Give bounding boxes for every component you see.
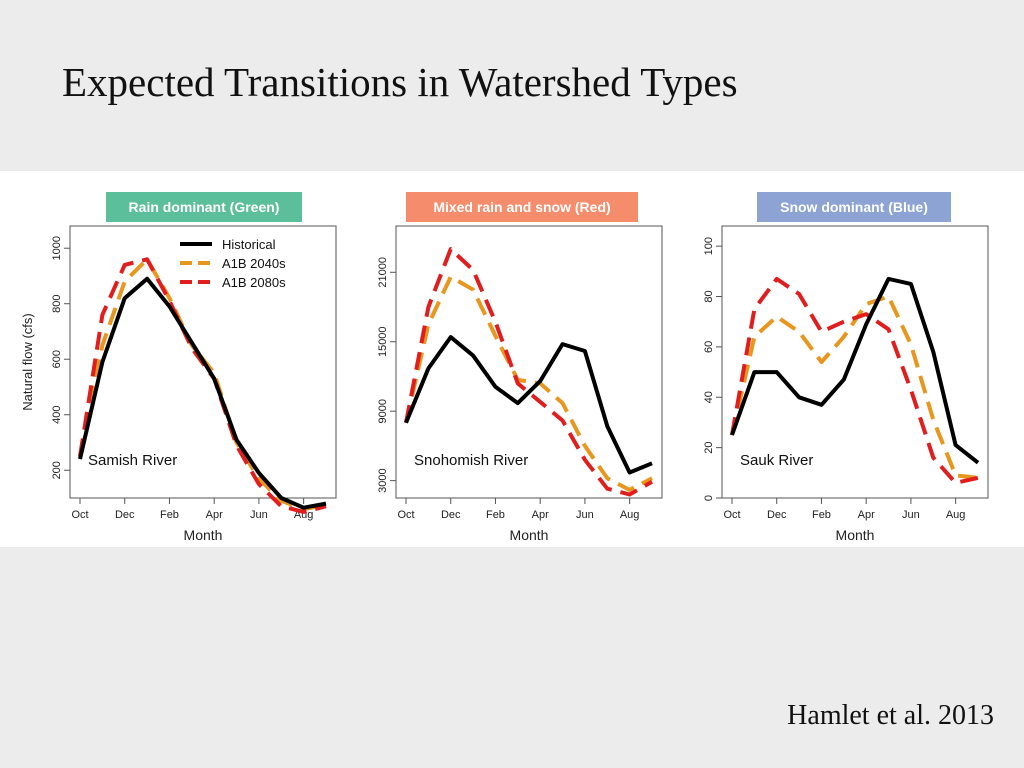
- x-tick-label: Apr: [858, 509, 875, 521]
- y-tick-label: 100: [703, 237, 715, 255]
- chart-title-badge: [406, 192, 638, 222]
- x-axis-label: Month: [836, 527, 875, 543]
- x-tick-label: Feb: [486, 509, 505, 521]
- x-axis-label: Month: [510, 527, 549, 543]
- x-tick-label: Jun: [576, 509, 594, 521]
- y-tick-label: 20: [703, 442, 715, 454]
- figure-panel: Rain dominant (Green) 200 400 600 800 1000 Oct…: [0, 171, 1024, 547]
- x-tick-label: Feb: [160, 509, 179, 521]
- y-tick-label: 40: [703, 391, 715, 403]
- y-tick-label: 21000: [377, 257, 389, 288]
- series-line-a1b-2080s: [78, 257, 327, 514]
- x-tick-label: Oct: [723, 509, 740, 521]
- legend-label: A1B 2040s: [222, 256, 286, 271]
- x-tick-label: Aug: [946, 509, 966, 521]
- river-label: Sauk River: [740, 452, 813, 469]
- x-tick-label: Dec: [441, 509, 461, 521]
- x-tick-label: Aug: [620, 509, 640, 521]
- chart-1: Rain dominant (Green) 200 400 600 800 1000 Oct…: [20, 192, 337, 543]
- series-line-historical: [730, 276, 980, 465]
- slide-title: Expected Transitions in Watershed Types: [62, 59, 738, 105]
- chart-title: Snow dominant (Blue): [780, 199, 928, 215]
- charts-svg: Rain dominant (Green)2004006008001000Oct…: [20, 192, 989, 543]
- plot-frame: [721, 225, 989, 499]
- series-line-a1b-2040s: [730, 294, 979, 480]
- y-tick-label: 0: [703, 495, 715, 501]
- plot-frame: [395, 225, 663, 499]
- x-tick-label: Oct: [71, 509, 88, 521]
- y-tick-label: 200: [51, 461, 63, 479]
- chart-title-badge: [757, 192, 951, 222]
- y-tick-label: 9000: [377, 399, 389, 423]
- x-tick-label: Apr: [206, 509, 223, 521]
- series-line-historical: [78, 276, 327, 510]
- legend-label: Historical: [222, 237, 276, 252]
- series-line-a1b-2080s: [730, 276, 979, 485]
- y-tick-label: 3000: [377, 468, 389, 492]
- x-tick-label: Oct: [397, 509, 414, 521]
- plot-frame: [69, 225, 337, 499]
- chart-title: Mixed rain and snow (Red): [433, 199, 610, 215]
- river-label: Snohomish River: [414, 452, 528, 469]
- chart-title: Rain dominant (Green): [129, 199, 280, 215]
- y-tick-label: 1000: [51, 236, 63, 260]
- y-tick-label: 400: [51, 406, 63, 424]
- y-axis-label: Natural flow (cfs): [20, 313, 35, 411]
- series-line-a1b-2080s: [404, 247, 653, 497]
- y-tick-label: 600: [51, 350, 63, 368]
- x-tick-label: Feb: [812, 509, 831, 521]
- river-label: Samish River: [88, 452, 177, 469]
- series-line-historical: [404, 335, 653, 475]
- y-tick-label: 800: [51, 295, 63, 313]
- x-tick-label: Dec: [115, 509, 135, 521]
- x-axis-label: Month: [184, 527, 223, 543]
- series-line-a1b-2040s: [404, 274, 653, 492]
- y-tick-label: 60: [703, 341, 715, 353]
- citation: Hamlet et al. 2013: [787, 700, 994, 731]
- x-tick-label: Jun: [902, 509, 920, 521]
- chart-title-badge: [106, 192, 302, 222]
- x-tick-label: Jun: [250, 509, 268, 521]
- x-tick-label: Apr: [532, 509, 549, 521]
- y-tick-label: 80: [703, 290, 715, 302]
- chart-3: Snow dominant (Blue) 0 20 40 60 80 100 Oct Dec Fe…: [703, 192, 989, 543]
- chart-2: Mixed rain and snow (Red) 3000 9000 15000 21…: [377, 192, 663, 543]
- x-tick-label: Dec: [767, 509, 787, 521]
- legend-label: A1B 2080s: [222, 275, 286, 290]
- y-tick-label: 15000: [377, 326, 389, 357]
- series-line-a1b-2040s: [78, 257, 327, 512]
